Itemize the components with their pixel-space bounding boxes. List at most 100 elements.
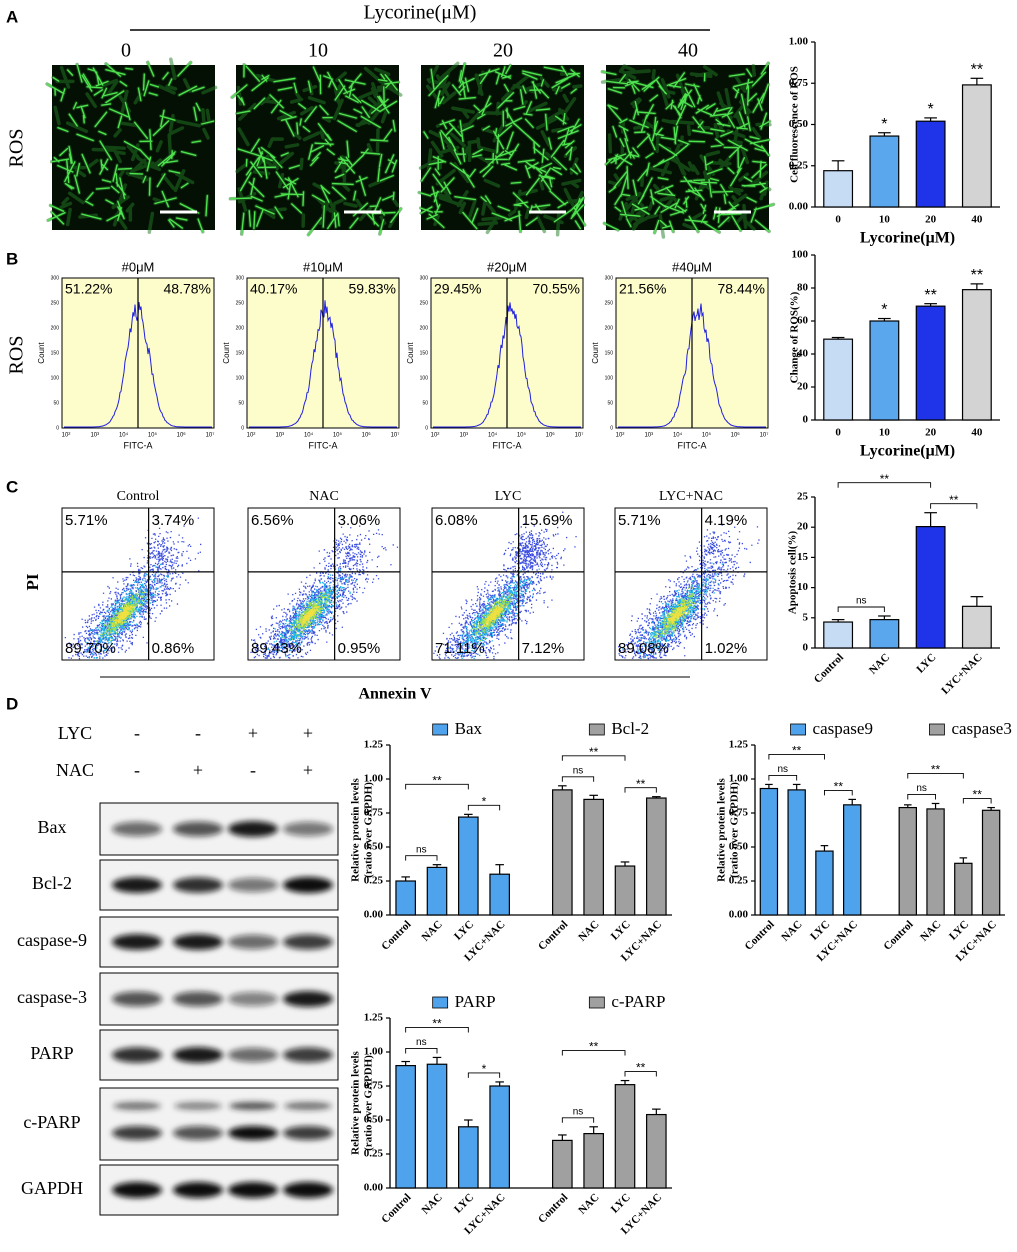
x-tick-label: Control [743,918,777,952]
legend-label: Bax [455,719,483,738]
dots [297,603,321,627]
panel-letter: C [6,477,18,496]
blot-label: caspase-3 [17,987,87,1007]
bracket-label: ** [973,788,983,802]
panel-letter: D [6,694,18,713]
x-tick-label: 10 [879,214,891,226]
y-tick-label: 0.75 [364,1080,384,1092]
treatment-sign: - [134,760,140,780]
bar [915,120,946,208]
bar [614,1084,636,1189]
y-axis-label: (ratio over GAPDH) [363,782,375,878]
y-tick-label: 0.25 [364,1148,384,1160]
quadrant-value: 7.12% [522,640,565,657]
x-tick-label: NAC [918,918,943,943]
x-tick-label: 0 [835,214,841,226]
legend-label: caspase3 [951,719,1011,738]
blot-label: PARP [30,1043,73,1063]
cells [418,63,586,233]
bar [898,806,917,916]
bracket-label: ns [777,764,788,775]
flow-y-tick: 100 [605,375,614,381]
flow-y-tick: 300 [236,275,245,281]
bracket [624,787,657,793]
x-tick-label: 20 [925,427,937,439]
flow-x-tick: 10⁵ [517,432,527,439]
flow-y-tick: 150 [51,350,60,356]
y-axis-label: Apoptosis cell(%) [787,530,799,614]
gate-right: 59.83% [349,281,396,297]
bar [869,135,900,208]
flow-y-tick: 200 [236,325,245,331]
bracket-label: ** [636,1061,646,1075]
band [283,1047,333,1063]
treatment-sign: + [303,723,313,743]
y-tick-label: 1.00 [729,773,749,785]
bar [426,1063,448,1189]
panel-letter: B [6,249,18,268]
bracket [405,1026,469,1033]
y-tick-label: 0.75 [789,77,809,89]
flow-x-tick: 10⁶ [546,432,556,439]
blot-label: caspase-9 [17,930,87,950]
quadrant-value: 5.71% [618,512,661,529]
flow-y-tick: 50 [53,400,59,406]
band [112,991,162,1007]
flow-y-tick: 100 [236,375,245,381]
bracket-label: * [482,1062,487,1076]
quadrant-value: 6.08% [435,512,478,529]
x-tick-label: Control [536,918,570,952]
x-tick-label: 20 [925,214,937,226]
band [283,877,333,893]
flow-x-tick: 10⁴ [673,432,683,439]
bracket-label: ** [931,763,941,777]
flow-x-label: FITC-A [309,440,338,450]
band [228,934,278,950]
flow-y-tick: 300 [605,275,614,281]
panel-letter: A [6,7,18,26]
bracket-label: ns [856,596,867,607]
bracket-label: ** [432,1017,442,1031]
dot-plot [614,507,768,661]
legend-swatch [588,723,605,736]
treatment-sign: + [193,760,203,780]
bracket-label: ns [573,765,584,776]
gate-right: 78.44% [718,281,765,297]
band [173,1182,223,1198]
bracket [768,753,825,760]
bracket-label: ns [416,1037,427,1048]
y-tick-label: 0.50 [364,1114,384,1126]
dots [666,600,688,628]
band [112,1126,162,1140]
legend-label: PARP [455,992,496,1011]
bracket-label: ** [880,472,890,486]
bracket [962,798,992,804]
bands [112,934,333,950]
dots [481,599,505,627]
x-tick-label: Control [812,651,846,685]
x-axis-label: Lycorine(μM) [860,443,955,460]
bar [961,289,992,421]
y-tick-label: 25 [797,491,809,503]
band [112,821,162,837]
flow-x-label: FITC-A [493,440,522,450]
x-tick-label: LYC [452,918,476,942]
treatment-sign: - [134,723,140,743]
y-tick-label: 10 [797,581,809,593]
bracket [930,503,978,509]
y-tick-label: 1.25 [729,739,749,751]
blot-label: GAPDH [21,1178,83,1198]
y-tick-label: 0.25 [364,875,384,887]
dose-label: 40 [678,40,698,62]
dots [111,603,136,627]
bar [552,1139,573,1189]
gate-left: 29.45% [434,281,481,297]
bar [395,1064,416,1189]
blot-frame [99,1087,339,1161]
y-tick-label: 1.25 [364,739,384,751]
flow-y-label: Count [406,342,415,364]
y-tick-label: 0.50 [729,841,749,853]
x-axis-label: Lycorine(μM) [860,230,955,247]
flow-x-tick: 10⁴ [488,432,498,439]
flow-title: #10μM [303,259,343,274]
